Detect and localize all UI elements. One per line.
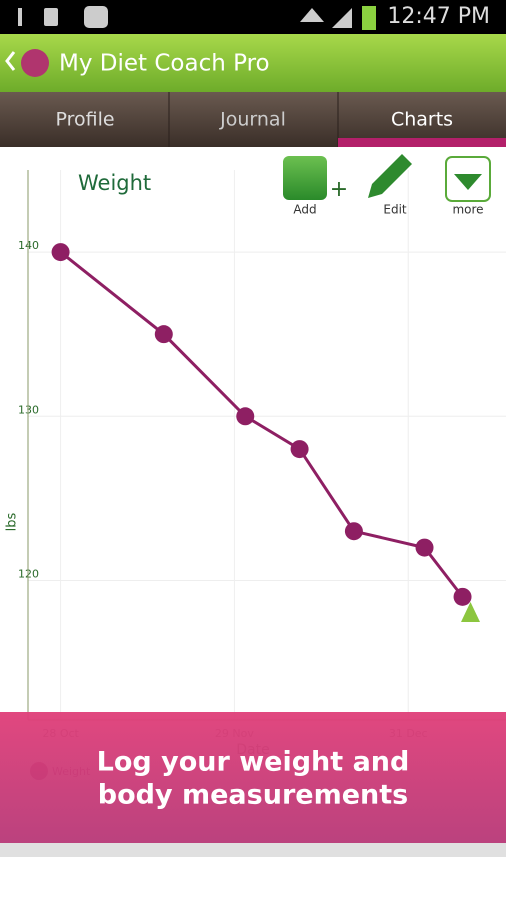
banner-text: Log your weight and xyxy=(97,747,410,778)
goal-marker xyxy=(461,602,480,622)
shadow xyxy=(0,843,506,857)
back-icon[interactable] xyxy=(5,51,16,71)
point xyxy=(51,243,70,262)
app-icon xyxy=(21,49,49,77)
tab[interactable]: Profile xyxy=(55,109,114,131)
status-icons xyxy=(18,6,376,30)
point xyxy=(344,522,363,541)
point xyxy=(453,587,472,606)
point xyxy=(415,538,434,557)
add-label: Add xyxy=(293,203,316,217)
clock: 12:47 PM xyxy=(387,4,490,29)
plus: + xyxy=(330,177,348,202)
banner-text: body measurements xyxy=(98,780,408,811)
point xyxy=(236,407,255,426)
more-icon xyxy=(454,174,482,190)
chart-title: Weight xyxy=(78,171,151,195)
tab-indicator xyxy=(338,138,506,147)
point xyxy=(154,325,173,344)
banner xyxy=(0,712,506,843)
edit-label: Edit xyxy=(383,203,407,217)
app-bar xyxy=(0,34,506,92)
tab[interactable]: Charts xyxy=(391,109,453,131)
tab-bar xyxy=(0,92,506,147)
tab[interactable]: Journal xyxy=(219,109,286,131)
more-label: more xyxy=(452,203,483,217)
point xyxy=(290,440,309,459)
y-axis-label: lbs xyxy=(5,512,20,531)
app-title: My Diet Coach Pro xyxy=(59,51,270,77)
edit-button[interactable] xyxy=(368,154,412,198)
add-button[interactable] xyxy=(283,156,327,200)
